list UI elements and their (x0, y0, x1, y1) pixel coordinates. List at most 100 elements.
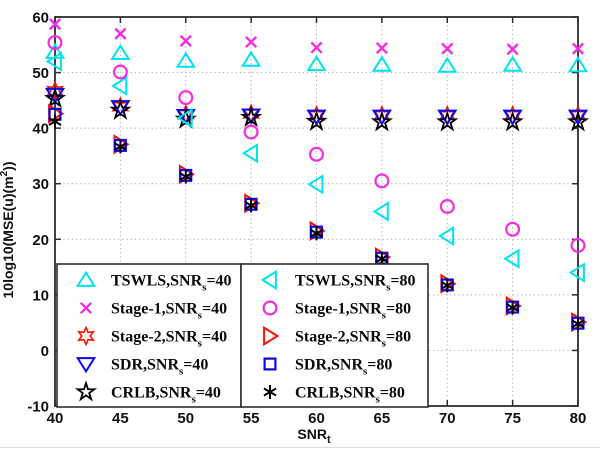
marker-tswls-snrs80 (45, 51, 62, 72)
y-tick-label-50: 50 (32, 65, 49, 82)
marker-stage1-snrs80 (47, 35, 63, 51)
y-tick-label-0: 0 (41, 343, 49, 360)
legend-marker-stage2-snrs40 (77, 325, 95, 347)
marker-crlb-snrs80 (571, 316, 585, 331)
legend-marker-crlb-snrs40 (74, 380, 98, 402)
series-stage1-snrs40 (48, 18, 585, 56)
marker-stage1-snrs40 (48, 18, 62, 31)
marker-stage1-snrs80 (308, 146, 325, 162)
marker-stage1-snrs80 (112, 64, 128, 80)
marker-crlb-snrs40 (501, 110, 524, 132)
marker-tswls-snrs40 (175, 51, 196, 68)
marker-stage1-snrs80 (570, 237, 586, 253)
marker-crlb-snrs40 (305, 109, 328, 131)
legend-entry-tswls-snrs80: TSWLS,SNRs=80 (260, 269, 416, 294)
marker-stage1-snrs80 (439, 198, 455, 215)
legend-marker-sdr-snrs80 (263, 357, 277, 371)
marker-tswls-snrs80 (176, 107, 193, 129)
marker-stage2-snrs40 (46, 80, 64, 102)
legend-label-tswls-snrs40: TSWLS,SNRs=40 (111, 273, 232, 294)
marker-crlb-snrs80 (113, 139, 127, 154)
marker-stage1-snrs40 (375, 42, 388, 55)
y-tick-label-30: 30 (32, 176, 49, 193)
legend-box-border (240, 263, 429, 408)
legend-box-1: TSWLS,SNRs=40Stage-1,SNRs=40Stage-2,SNRs… (56, 263, 242, 408)
x-tick-label-55: 55 (243, 410, 260, 427)
x-tick-label-60: 60 (308, 410, 325, 427)
marker-crlb-snrs40 (43, 87, 67, 109)
marker-crlb-snrs80 (506, 300, 520, 315)
legend-marker-sdr-snrs40 (75, 357, 97, 374)
marker-stage1-snrs40 (245, 35, 258, 49)
marker-stage1-snrs80 (178, 90, 194, 106)
marker-stage1-snrs80 (374, 173, 390, 189)
legend-label-tswls-snrs80: TSWLS,SNRs=80 (295, 273, 416, 294)
marker-tswls-snrs40 (306, 54, 327, 72)
marker-crlb-snrs80 (440, 278, 454, 293)
marker-tswls-snrs80 (503, 248, 520, 269)
marker-stage1-snrs80 (243, 124, 259, 140)
y-tick-label-10: 10 (32, 287, 49, 304)
legend-entry-tswls-snrs40: TSWLS,SNRs=40 (75, 270, 232, 294)
marker-crlb-snrs40 (566, 110, 590, 132)
marker-crlb-snrs80 (48, 114, 62, 129)
series-crlb-snrs80 (48, 114, 585, 331)
marker-tswls-snrs80 (568, 262, 585, 283)
x-tick-label-70: 70 (439, 410, 456, 427)
marker-tswls-snrs40 (110, 43, 131, 60)
marker-crlb-snrs40 (109, 98, 132, 120)
legend-marker-stage1-snrs40 (79, 301, 93, 315)
marker-stage1-snrs40 (506, 43, 519, 56)
x-axis-label: SNRt (297, 426, 331, 446)
marker-tswls-snrs40 (567, 56, 589, 73)
legend-label-sdr-snrs80: SDR,SNRs=80 (295, 357, 392, 378)
marker-tswls-snrs80 (241, 143, 259, 164)
marker-crlb-snrs40 (239, 105, 263, 128)
marker-tswls-snrs80 (372, 201, 389, 222)
legend-label-sdr-snrs40: SDR,SNRs=40 (111, 357, 208, 378)
marker-tswls-snrs40 (371, 55, 393, 72)
y-axis-label: 10log10(MSE(u)(m2)) (0, 161, 16, 298)
marker-crlb-snrs80 (309, 226, 324, 241)
x-tick-label-80: 80 (570, 410, 587, 427)
series-tswls-snrs80 (45, 51, 585, 283)
legend-marker-crlb-snrs80 (263, 385, 277, 399)
y-tick-label-40: 40 (32, 121, 49, 138)
legend-box-border (56, 263, 242, 408)
marker-crlb-snrs80 (244, 198, 258, 213)
marker-stage1-snrs40 (179, 34, 192, 47)
marker-stage1-snrs40 (310, 41, 323, 54)
y-tick-label-20: 20 (32, 232, 49, 249)
marker-stage1-snrs80 (505, 221, 521, 237)
x-tick-label-50: 50 (177, 410, 194, 427)
legend-entry-sdr-snrs80: SDR,SNRs=80 (263, 357, 392, 378)
legend-marker-stage2-snrs80 (263, 325, 280, 347)
marker-stage1-snrs40 (114, 27, 127, 40)
marker-crlb-snrs40 (370, 110, 394, 132)
y-tick-label--10: -10 (27, 399, 49, 416)
marker-tswls-snrs40 (502, 55, 523, 72)
marker-crlb-snrs80 (179, 169, 193, 184)
legend-marker-tswls-snrs80 (260, 269, 277, 291)
x-tick-label-75: 75 (504, 410, 521, 427)
legend-entry-sdr-snrs40: SDR,SNRs=40 (75, 357, 208, 378)
marker-tswls-snrs80 (111, 75, 128, 97)
legend-marker-tswls-snrs40 (75, 270, 97, 287)
marker-crlb-snrs40 (436, 110, 459, 132)
marker-stage1-snrs40 (571, 42, 585, 55)
legend-box-2: TSWLS,SNRs=80Stage-1,SNRs=80Stage-2,SNRs… (240, 263, 429, 408)
marker-tswls-snrs40 (437, 56, 458, 73)
marker-tswls-snrs80 (438, 225, 455, 247)
series-stage1-snrs80 (47, 35, 586, 253)
marker-tswls-snrs80 (307, 174, 324, 195)
marker-tswls-snrs40 (240, 50, 262, 67)
x-tick-label-65: 65 (374, 410, 391, 427)
y-tick-label-60: 60 (32, 10, 49, 27)
legend-marker-stage1-snrs80 (262, 300, 278, 316)
marker-stage1-snrs40 (441, 42, 454, 55)
x-tick-label-40: 40 (47, 410, 64, 427)
x-tick-label-45: 45 (112, 410, 129, 427)
